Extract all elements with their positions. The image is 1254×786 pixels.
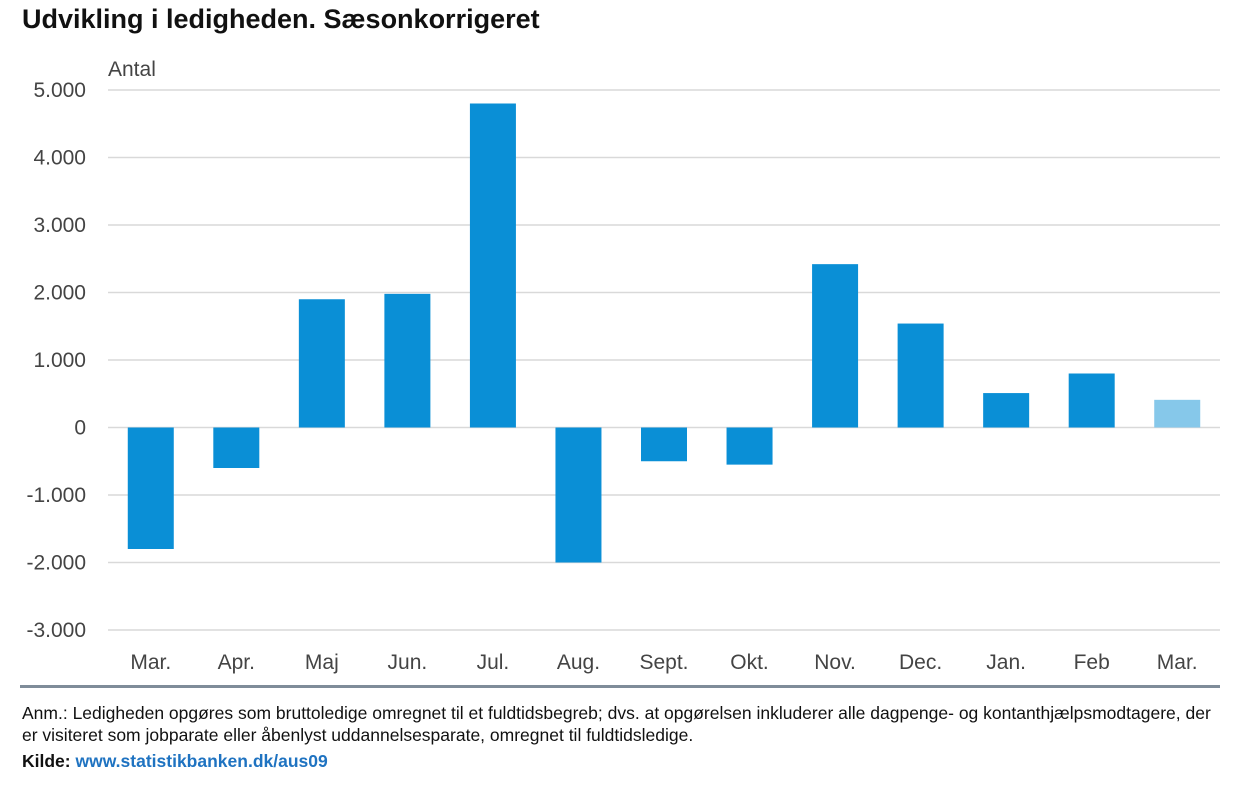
x-tick-label: Feb — [1074, 651, 1110, 674]
bar — [469, 103, 516, 428]
x-tick-label: Mar. — [130, 651, 171, 674]
bar — [1154, 399, 1201, 428]
x-tick-label: Jul. — [477, 651, 510, 674]
x-tick-label: Sept. — [639, 651, 688, 674]
x-tick-label: Aug. — [557, 651, 600, 674]
source-label: Kilde: — [22, 751, 71, 771]
y-tick-label: -2.000 — [26, 552, 86, 575]
y-tick-label: 3.000 — [33, 214, 86, 237]
gridlines — [108, 89, 1220, 631]
x-tick-label: Okt. — [730, 651, 769, 674]
y-tick-label: 4.000 — [33, 147, 86, 170]
bar — [213, 427, 260, 468]
bar — [298, 299, 345, 428]
x-tick-label: Jan. — [986, 651, 1026, 674]
bars — [127, 103, 1201, 563]
chart-title: Udvikling i ledigheden. Sæsonkorrigeret — [22, 4, 540, 34]
y-tick-label: -1.000 — [26, 484, 86, 507]
x-tick-label: Nov. — [814, 651, 856, 674]
x-tick-label: Jun. — [388, 651, 428, 674]
y-tick-label: 5.000 — [33, 79, 86, 102]
source-link[interactable]: www.statistikbanken.dk/aus09 — [75, 751, 328, 771]
bar — [897, 323, 944, 428]
y-tick-label: 0 — [74, 417, 86, 440]
bar — [641, 427, 687, 462]
bar — [1068, 373, 1115, 428]
x-tick-label: Dec. — [899, 651, 942, 674]
bar — [812, 264, 859, 428]
source-line: Kilde: www.statistikbanken.dk/aus09 — [22, 751, 328, 772]
bar — [983, 393, 1030, 428]
y-tick-label: -3.000 — [26, 619, 86, 642]
x-tick-label: Mar. — [1157, 651, 1198, 674]
x-axis-ticks: Mar. Apr. Maj Jun. Jul. Aug. Sept. Okt. Nov. Dec.… — [130, 651, 1197, 674]
bar — [555, 427, 602, 563]
y-tick-label: 1.000 — [33, 349, 86, 372]
y-axis-ticks: 5.000 4.000 3.000 2.000 1.000 0 -1.000 -2.000 -3… — [26, 79, 86, 642]
y-axis-label: Antal — [108, 58, 156, 81]
bar — [384, 293, 431, 428]
x-tick-label: Apr. — [218, 651, 255, 674]
bar — [726, 427, 773, 465]
footnote: Anm.: Ledigheden opgøres som bruttoledig… — [22, 703, 1211, 745]
bar-chart: 5.000 4.000 3.000 2.000 1.000 0 -1.000 -2.000 -3… — [26, 58, 1220, 674]
x-tick-label: Maj — [305, 651, 339, 674]
y-tick-label: 2.000 — [33, 282, 86, 305]
bar — [127, 427, 174, 549]
divider-line — [20, 685, 1220, 688]
